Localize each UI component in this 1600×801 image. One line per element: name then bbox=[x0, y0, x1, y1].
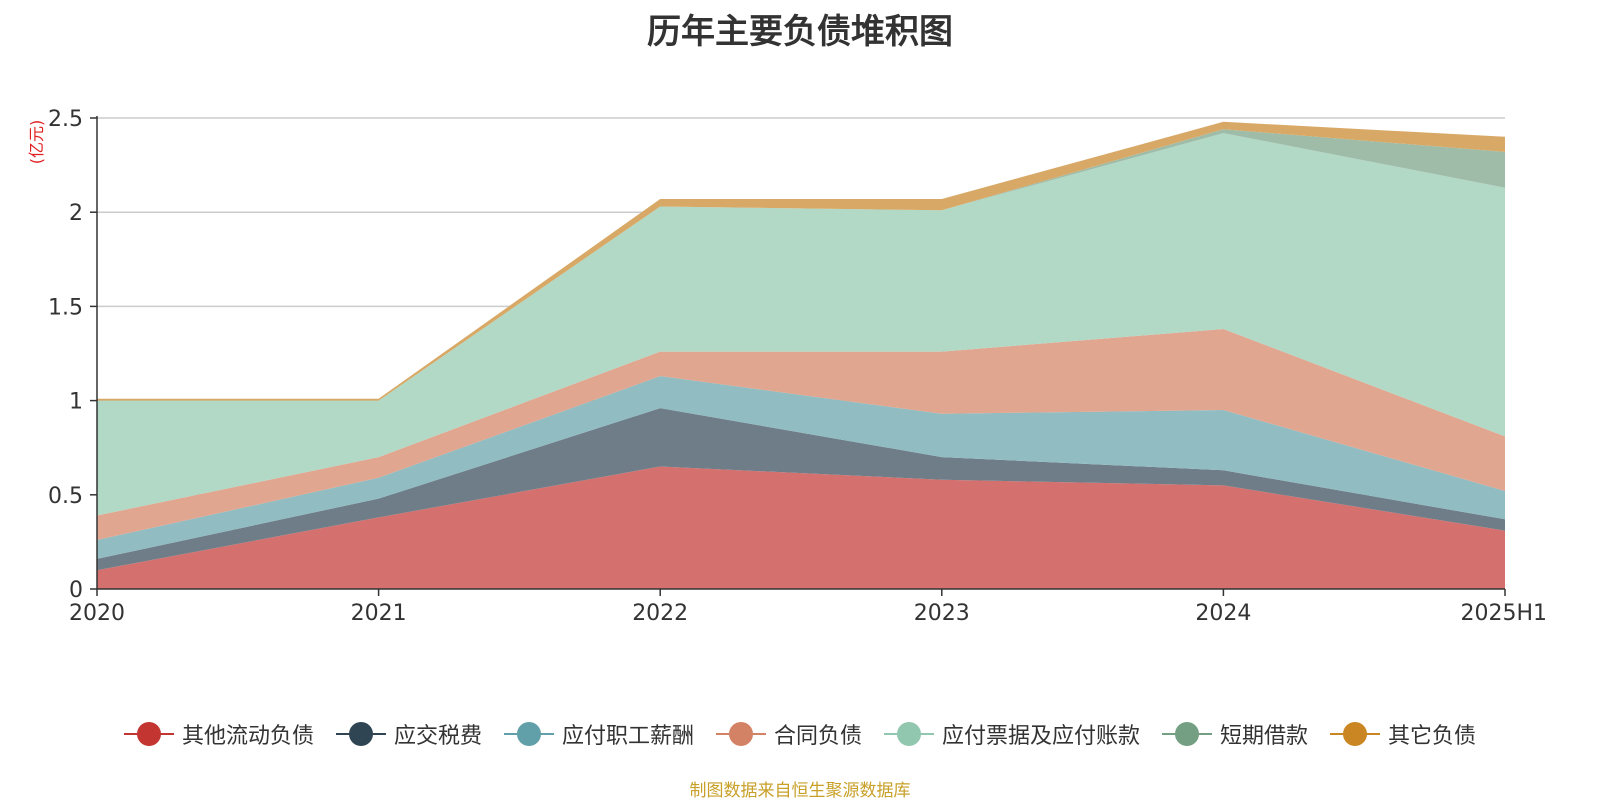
legend-marker-icon bbox=[335, 722, 386, 746]
x-tick-label: 2024 bbox=[1195, 601, 1251, 626]
area-series-6 bbox=[97, 129, 1505, 401]
y-tick-label: 1.5 bbox=[48, 295, 83, 320]
y-tick-label: 2.5 bbox=[48, 107, 83, 132]
axes: 0 0.5 1 1.5 2 2.5 2020 2021 2022 2023 2024 2025H1 bbox=[48, 107, 1547, 626]
legend-item-3[interactable]: 应付职工薪酬 bbox=[503, 718, 694, 750]
legend-item-7[interactable]: 其它负债 bbox=[1330, 718, 1476, 750]
y-tick-label: 0.5 bbox=[48, 484, 83, 509]
legend-label: 其它负债 bbox=[1388, 724, 1477, 749]
legend-item-5[interactable]: 应付票据及应付账款 bbox=[884, 718, 1140, 750]
legend-marker-icon bbox=[715, 722, 766, 746]
x-tick-label: 2022 bbox=[632, 601, 688, 626]
area-series-1 bbox=[97, 466, 1505, 589]
legend-label: 应付票据及应付账款 bbox=[942, 724, 1141, 749]
x-tick-label: 2025H1 bbox=[1460, 601, 1547, 626]
x-tick-label: 2020 bbox=[69, 601, 125, 626]
legend-label: 其他流动负债 bbox=[181, 724, 314, 749]
legend-marker-icon bbox=[123, 722, 174, 746]
area-series-2 bbox=[97, 408, 1505, 571]
legend-item-1[interactable]: 其他流动负债 bbox=[123, 718, 314, 750]
source-note: 制图数据来自恒生聚源数据库 bbox=[689, 781, 911, 801]
legend-label: 合同负债 bbox=[773, 724, 862, 749]
legend-label: 短期借款 bbox=[1220, 724, 1309, 749]
chart-title: 历年主要负债堆积图 bbox=[647, 12, 953, 52]
y-tick-label: 0 bbox=[69, 578, 83, 603]
legend-marker-icon bbox=[884, 722, 934, 746]
legend-item-6[interactable]: 短期借款 bbox=[1162, 718, 1308, 750]
legend: 其他流动负债 应交税费 应付职工薪酬 合同负债 应付票据及应付账款 短期借款 其它负债 bbox=[0, 718, 1600, 750]
legend-marker-icon bbox=[503, 722, 554, 746]
area-series-4 bbox=[97, 329, 1505, 540]
legend-marker-icon bbox=[1162, 722, 1213, 746]
y-tick-label: 2 bbox=[69, 201, 83, 226]
area-series-3 bbox=[97, 376, 1505, 559]
legend-marker-icon bbox=[1330, 722, 1381, 746]
legend-item-2[interactable]: 应交税费 bbox=[335, 718, 482, 750]
y-axis-unit-label: (亿元) bbox=[27, 120, 46, 165]
stacked-areas bbox=[97, 121, 1505, 589]
legend-item-4[interactable]: 合同负债 bbox=[715, 718, 862, 750]
x-tick-label: 2023 bbox=[914, 601, 970, 626]
y-tick-label: 1 bbox=[69, 390, 83, 415]
legend-label: 应付职工薪酬 bbox=[561, 724, 694, 749]
legend-label: 应交税费 bbox=[393, 724, 482, 749]
area-series-5 bbox=[97, 133, 1505, 516]
x-tick-label: 2021 bbox=[351, 601, 407, 626]
